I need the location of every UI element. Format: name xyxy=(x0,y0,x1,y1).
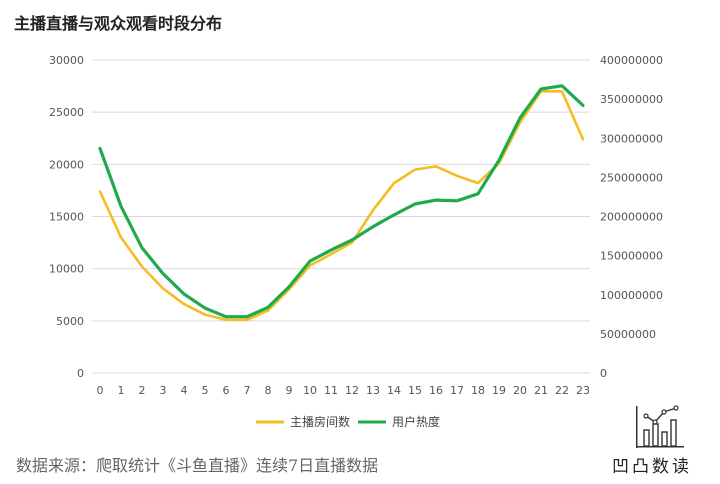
left-tick-label: 0 xyxy=(77,367,84,380)
x-tick-label: 7 xyxy=(244,384,251,397)
x-tick-label: 17 xyxy=(450,384,464,397)
x-tick-label: 6 xyxy=(223,384,230,397)
left-tick-label: 5000 xyxy=(56,315,84,328)
right-tick-label: 250000000 xyxy=(600,171,663,184)
x-tick-label: 20 xyxy=(513,384,527,397)
right-tick-label: 400000000 xyxy=(600,54,663,67)
x-tick-label: 4 xyxy=(181,384,188,397)
right-tick-label: 50000000 xyxy=(600,328,656,341)
left-axis-ticks: 0 5000 10000 15000 20000 25000 30000 xyxy=(49,54,84,380)
left-tick-label: 25000 xyxy=(49,106,84,119)
chart-title: 主播直播与观众观看时段分布 xyxy=(14,14,223,33)
x-tick-label: 14 xyxy=(387,384,401,397)
left-tick-label: 20000 xyxy=(49,158,84,171)
right-tick-label: 300000000 xyxy=(600,132,663,145)
data-source-note: 数据来源：爬取统计《斗鱼直播》连续7日直播数据 xyxy=(16,456,379,475)
right-tick-label: 200000000 xyxy=(600,211,663,224)
x-tick-label: 0 xyxy=(97,384,104,397)
series-line-1 xyxy=(98,90,585,322)
legend-label: 用户热度 xyxy=(392,414,440,429)
gridlines xyxy=(92,59,590,374)
x-tick-label: 21 xyxy=(534,384,548,397)
right-tick-label: 350000000 xyxy=(600,93,663,106)
series-lines xyxy=(98,84,585,322)
x-axis-ticks: 0 1 2 3 4 5 6 7 8 9 10 11 12 13 14 15 16 17 18 19 20 21 22 23 xyxy=(97,384,591,397)
series-line-2 xyxy=(98,84,585,319)
right-tick-label: 100000000 xyxy=(600,289,663,302)
right-tick-label: 150000000 xyxy=(600,250,663,263)
x-tick-label: 13 xyxy=(366,384,380,397)
x-tick-label: 10 xyxy=(303,384,317,397)
x-tick-label: 8 xyxy=(265,384,272,397)
x-tick-label: 9 xyxy=(286,384,293,397)
x-tick-label: 22 xyxy=(555,384,569,397)
x-tick-label: 23 xyxy=(576,384,590,397)
left-tick-label: 30000 xyxy=(49,54,84,67)
x-tick-label: 15 xyxy=(408,384,422,397)
x-tick-label: 5 xyxy=(202,384,209,397)
x-tick-label: 18 xyxy=(471,384,485,397)
x-tick-label: 2 xyxy=(139,384,146,397)
legend-label: 主播房间数 xyxy=(290,414,350,429)
x-tick-label: 16 xyxy=(429,384,443,397)
x-tick-label: 11 xyxy=(324,384,338,397)
x-tick-label: 3 xyxy=(160,384,167,397)
left-tick-label: 10000 xyxy=(49,263,84,276)
x-tick-label: 19 xyxy=(492,384,506,397)
right-tick-label: 0 xyxy=(600,367,607,380)
x-tick-label: 1 xyxy=(118,384,125,397)
brand-logo-icon xyxy=(636,405,684,448)
brand-name: 凹凸数读 xyxy=(612,457,692,477)
left-tick-label: 15000 xyxy=(49,211,84,224)
x-tick-label: 12 xyxy=(345,384,359,397)
right-axis-ticks: 0 50000000 100000000 150000000 200000000 2500… xyxy=(600,54,663,380)
legend: 主播房间数 用户热度 xyxy=(256,414,440,429)
